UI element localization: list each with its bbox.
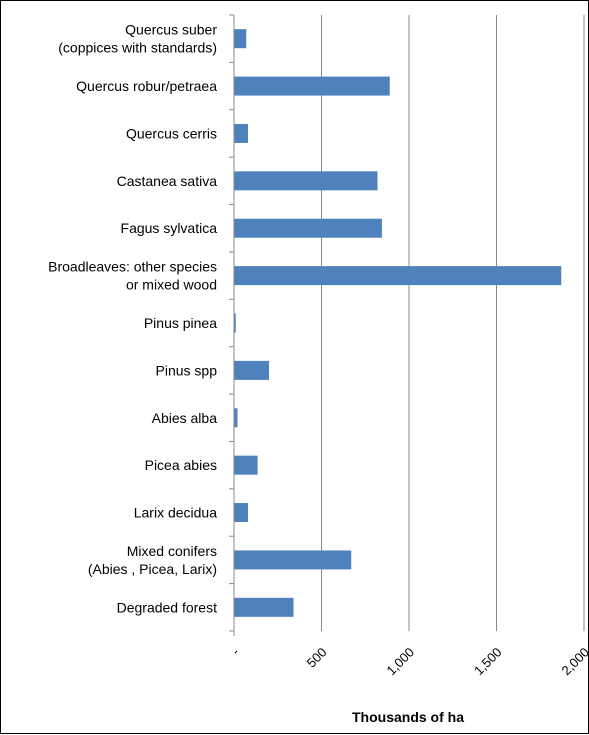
- bar: [234, 76, 390, 96]
- tick-labels: - 500 1,000 1,500 2,000: [228, 645, 589, 679]
- category-label: Quercus robur/petraea: [76, 78, 217, 94]
- gridlines: [321, 15, 585, 631]
- category-label: Abies alba: [152, 410, 218, 426]
- bar: [234, 597, 294, 617]
- bar: [234, 218, 382, 238]
- x-tick-label: 2,000: [559, 645, 589, 679]
- x-tick-label: 1,500: [471, 645, 505, 679]
- bar: [234, 360, 269, 380]
- bar: [234, 266, 562, 286]
- category-label: Picea abies: [145, 457, 217, 473]
- category-label: Broadleaves: other species or mixed wood: [48, 259, 217, 293]
- bar: [234, 313, 236, 333]
- category-label: Degraded forest: [117, 599, 218, 615]
- bar: [234, 408, 238, 428]
- category-label: Pinus pinea: [144, 315, 217, 331]
- bar: [234, 455, 258, 475]
- bars: [234, 29, 562, 617]
- x-axis-title: Thousands of ha: [352, 709, 464, 725]
- bar: [234, 123, 248, 143]
- category-label: Pinus spp: [156, 362, 218, 378]
- axes: [229, 14, 235, 636]
- x-tick-label: 500: [304, 645, 330, 671]
- bar: [234, 171, 378, 191]
- bar: [234, 29, 247, 49]
- category-label: Mixed conifers (Abies , Picea, Larix): [88, 543, 217, 577]
- x-tick-label: -: [228, 645, 242, 659]
- x-tick-label: 1,000: [384, 645, 418, 679]
- category-label: Larix decidua: [134, 505, 217, 521]
- bar: [234, 503, 248, 523]
- category-labels: Quercus suber (coppices with standards) Qu…: [48, 22, 217, 616]
- category-label: Quercus cerris: [126, 125, 217, 141]
- category-label: Quercus suber (coppices with standards): [58, 22, 217, 56]
- bar: [234, 550, 352, 570]
- category-label: Fagus sylvatica: [121, 220, 218, 236]
- category-label: Castanea sativa: [117, 173, 218, 189]
